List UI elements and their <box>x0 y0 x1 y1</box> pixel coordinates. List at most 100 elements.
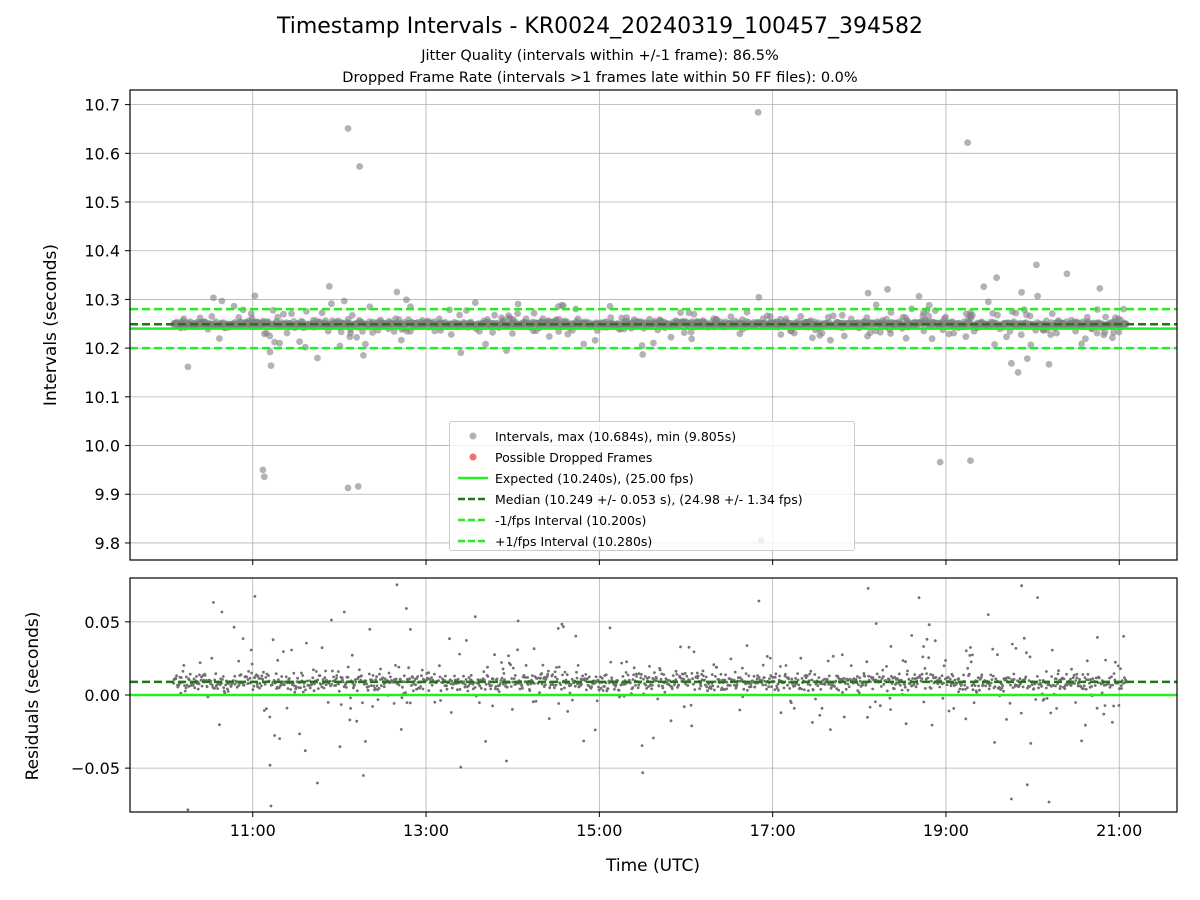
legend-label: +1/fps Interval (10.280s) <box>495 534 653 549</box>
residual-point <box>906 669 909 673</box>
residual-point <box>222 686 226 690</box>
residual-point <box>841 691 844 694</box>
interval-point <box>950 329 958 337</box>
residual-point <box>575 670 578 674</box>
x-tick-label: 11:00 <box>230 821 276 840</box>
residual-point <box>541 663 545 667</box>
residual-point <box>311 676 315 680</box>
interval-point <box>354 483 362 490</box>
residual-point <box>1104 658 1107 662</box>
residual-point <box>276 658 280 662</box>
residual-point <box>227 682 231 686</box>
residual-point <box>526 676 529 679</box>
residual-point <box>799 656 803 660</box>
residual-point <box>448 637 451 641</box>
interval-point <box>259 466 267 474</box>
y-tick-label: 10.1 <box>84 388 120 407</box>
residual-point <box>1054 684 1057 688</box>
residual-point <box>662 673 666 676</box>
residual-point <box>957 690 960 694</box>
residual-point <box>692 682 695 686</box>
residual-point <box>835 687 839 691</box>
residual-point <box>199 678 203 682</box>
interval-point <box>766 313 774 320</box>
residual-point <box>401 685 404 689</box>
residual-point <box>706 689 709 693</box>
interval-point <box>276 339 283 347</box>
residual-point <box>920 672 924 676</box>
residual-point <box>671 674 675 677</box>
x-tick-label: 17:00 <box>750 821 796 840</box>
interval-point <box>994 311 1001 319</box>
residual-point <box>1012 678 1016 681</box>
residual-point <box>371 674 375 677</box>
residual-point <box>516 619 520 623</box>
residual-point <box>1045 670 1048 673</box>
residual-point <box>773 688 777 692</box>
residual-point <box>260 674 264 678</box>
residual-point <box>465 639 468 642</box>
residual-point <box>486 675 490 678</box>
residual-point <box>762 676 766 679</box>
residual-point <box>320 685 324 689</box>
residual-point <box>380 684 383 688</box>
residual-point <box>502 682 505 686</box>
residual-point <box>233 682 237 686</box>
residual-point <box>293 690 297 694</box>
residual-point <box>749 683 753 686</box>
interval-point <box>1053 329 1060 337</box>
residual-point <box>948 677 952 681</box>
residual-point <box>445 684 448 688</box>
residual-point <box>407 666 410 670</box>
residual-point <box>210 656 214 660</box>
residual-point <box>226 690 230 693</box>
y-tick-label: 10.5 <box>84 193 120 212</box>
residual-point <box>625 660 628 664</box>
y-tick-label: 0.00 <box>84 686 120 705</box>
residual-point <box>964 649 968 653</box>
residual-point <box>337 689 341 693</box>
residual-point <box>346 676 350 679</box>
residual-point <box>1093 684 1097 687</box>
interval-point <box>1115 328 1123 336</box>
residual-point <box>354 680 358 684</box>
residual-point <box>1010 678 1014 682</box>
residual-point <box>842 715 846 719</box>
residual-point <box>825 677 829 681</box>
residual-point <box>247 670 251 673</box>
residual-point <box>989 673 993 677</box>
residual-point <box>599 686 603 690</box>
residual-point <box>705 685 709 689</box>
residual-point <box>427 671 430 675</box>
residual-point <box>1097 676 1101 680</box>
residual-point <box>926 676 930 680</box>
interval-point <box>1026 312 1034 320</box>
residual-point <box>764 683 767 687</box>
residual-point <box>1083 676 1087 679</box>
interval-point <box>514 310 521 317</box>
residual-point <box>997 685 1001 689</box>
residual-point <box>698 687 701 691</box>
residual-point <box>670 687 674 691</box>
residual-point <box>466 689 470 693</box>
residual-point <box>378 672 381 676</box>
residual-point <box>430 683 434 687</box>
residual-point <box>484 740 487 743</box>
residual-point <box>1062 677 1066 681</box>
interval-point <box>514 300 522 308</box>
residual-point <box>796 672 799 675</box>
residual-point <box>1030 683 1034 687</box>
residual-point <box>330 618 333 622</box>
residual-point <box>792 706 796 710</box>
residual-point <box>601 689 605 692</box>
residual-point <box>364 740 367 743</box>
residual-point <box>976 676 980 680</box>
residual-point <box>1074 701 1077 704</box>
residual-point <box>765 655 769 658</box>
interval-point <box>688 335 696 343</box>
residual-point <box>927 656 931 660</box>
residual-point <box>900 688 904 692</box>
residual-point <box>373 687 377 690</box>
residual-point <box>262 670 265 674</box>
legend-label: Intervals, max (10.684s), min (9.805s) <box>495 429 737 444</box>
